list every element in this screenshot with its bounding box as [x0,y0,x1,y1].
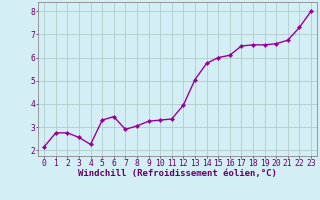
X-axis label: Windchill (Refroidissement éolien,°C): Windchill (Refroidissement éolien,°C) [78,169,277,178]
